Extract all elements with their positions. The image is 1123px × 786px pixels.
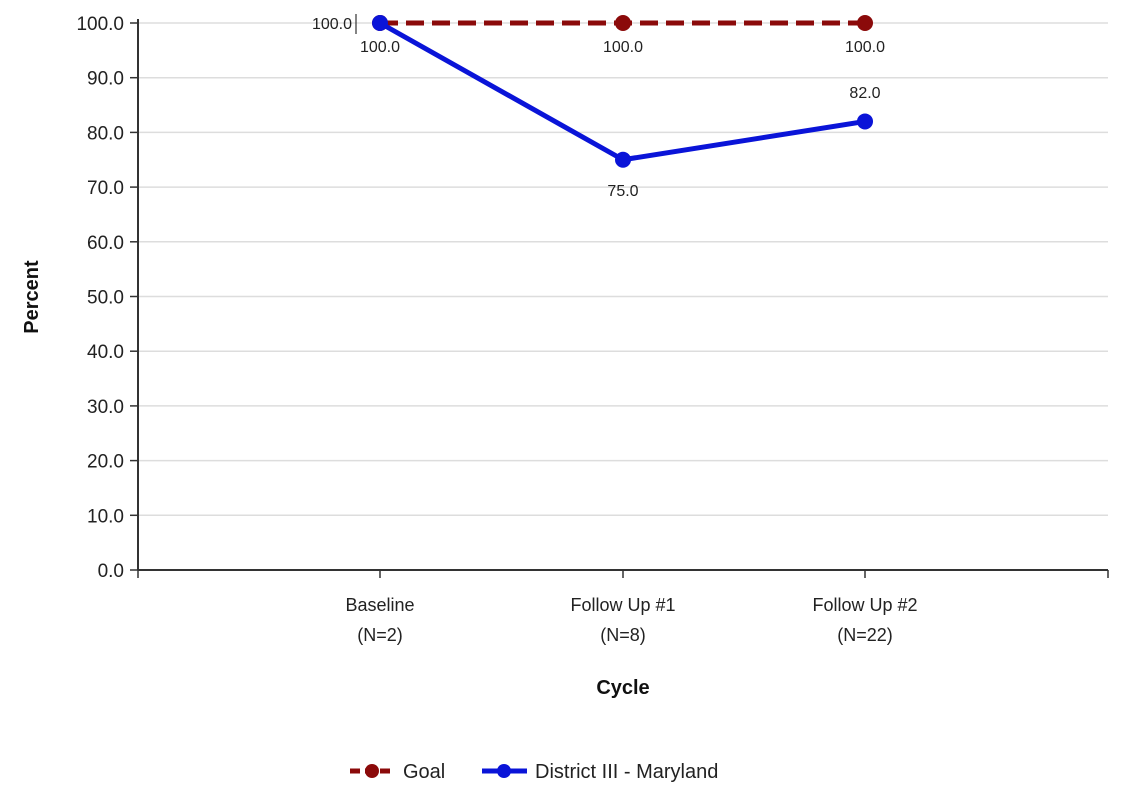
y-tick-label: 80.0 (87, 123, 124, 144)
y-tick-label: 50.0 (87, 288, 124, 309)
y-tick-label: 40.0 (87, 342, 124, 363)
x-category-label: (N=8) (600, 625, 646, 645)
goal-data-label: 100.0 (603, 39, 643, 56)
goal-point[interactable] (857, 15, 873, 31)
legend-label: District III - Maryland (535, 761, 718, 783)
district-data-label: 82.0 (849, 85, 880, 102)
goal-point[interactable] (615, 15, 631, 31)
x-category-label: Baseline (345, 595, 414, 615)
legend-item-goal[interactable]: Goal (350, 761, 445, 783)
y-tick-label: 20.0 (87, 452, 124, 473)
y-tick-label: 90.0 (87, 69, 124, 90)
y-tick-label: 70.0 (87, 178, 124, 199)
y-axis-ticks: 0.0 10.0 20.0 30.0 40.0 50.0 60.0 70.0 80.0 90.0 1… (76, 14, 138, 582)
legend-item-district[interactable]: District III - Maryland (482, 761, 718, 783)
legend-marker (497, 764, 511, 778)
x-category-label: Follow Up #2 (812, 595, 917, 615)
y-tick-label: 30.0 (87, 397, 124, 418)
district-point[interactable] (372, 15, 388, 31)
y-tick-label: 60.0 (87, 233, 124, 254)
x-axis-categories: Baseline (N=2) Follow Up #1 (N=8) Follow Up … (345, 570, 918, 645)
y-tick-label: 0.0 (98, 561, 124, 582)
y-tick-label: 100.0 (76, 14, 124, 35)
x-category-label: Follow Up #1 (570, 595, 675, 615)
y-tick-label: 10.0 (87, 506, 124, 527)
goal-data-label: 100.0 (845, 39, 885, 56)
district-point[interactable] (615, 151, 631, 168)
x-category-label: (N=2) (357, 625, 403, 645)
axes (137, 19, 1109, 578)
y-axis-title: Percent (21, 260, 43, 334)
goal-data-label: 100.0 (312, 16, 352, 33)
district-data-label: 100.0 (360, 39, 400, 56)
legend-label: Goal (403, 761, 445, 783)
legend-marker (365, 764, 379, 778)
district-data-label: 75.0 (607, 183, 638, 200)
legend[interactable]: Goal District III - Maryland (350, 761, 718, 783)
grid-lines (138, 22, 1108, 517)
x-axis-title: Cycle (596, 677, 649, 699)
x-category-label: (N=22) (837, 625, 893, 645)
series-layer: 100.0 100.0 100.0 100.0 75.0 82.0 (312, 14, 885, 200)
district-point[interactable] (857, 113, 873, 130)
